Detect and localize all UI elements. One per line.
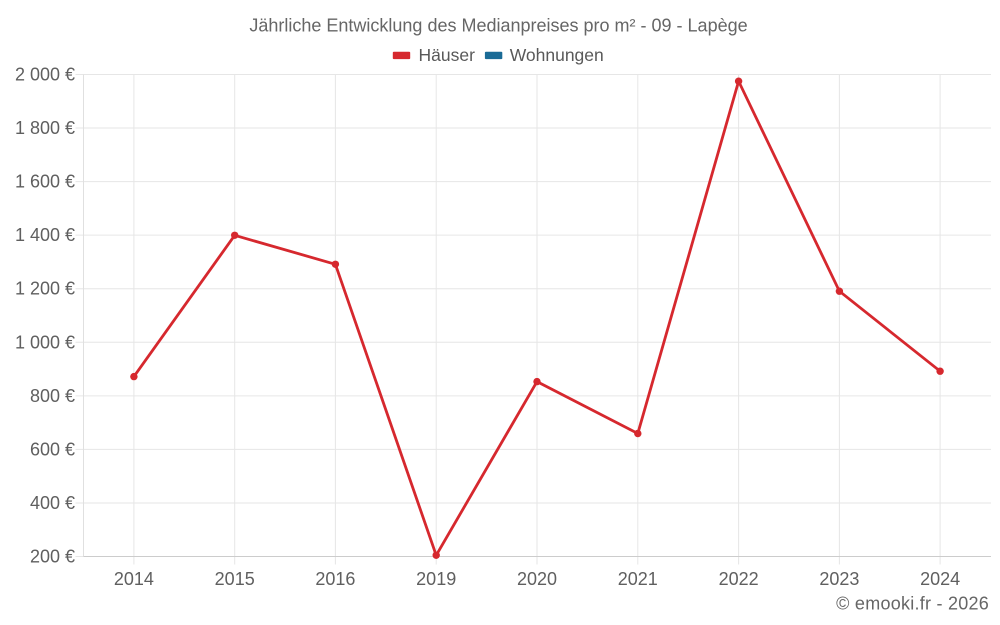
svg-text:1 600 €: 1 600 € bbox=[15, 172, 75, 192]
svg-text:2 000 €: 2 000 € bbox=[15, 65, 75, 85]
svg-text:1 800 €: 1 800 € bbox=[15, 118, 75, 138]
svg-text:2014: 2014 bbox=[114, 569, 154, 589]
svg-text:2019: 2019 bbox=[416, 569, 456, 589]
svg-text:1 200 €: 1 200 € bbox=[15, 279, 75, 299]
svg-text:2015: 2015 bbox=[215, 569, 255, 589]
svg-text:2023: 2023 bbox=[819, 569, 859, 589]
svg-text:2020: 2020 bbox=[517, 569, 557, 589]
svg-text:© emooki.fr - 2026: © emooki.fr - 2026 bbox=[836, 594, 989, 614]
svg-text:2022: 2022 bbox=[719, 569, 759, 589]
svg-text:2024: 2024 bbox=[920, 569, 960, 589]
svg-text:Jährliche Entwicklung des Medi: Jährliche Entwicklung des Medianpreises … bbox=[249, 16, 747, 36]
svg-text:1 400 €: 1 400 € bbox=[15, 225, 75, 245]
svg-text:600 €: 600 € bbox=[30, 439, 75, 459]
svg-text:800 €: 800 € bbox=[30, 386, 75, 406]
svg-text:400 €: 400 € bbox=[30, 493, 75, 513]
svg-text:Häuser: Häuser bbox=[419, 45, 476, 65]
svg-text:200 €: 200 € bbox=[30, 547, 75, 567]
svg-text:1 000 €: 1 000 € bbox=[15, 332, 75, 352]
svg-text:2021: 2021 bbox=[618, 569, 658, 589]
svg-text:Wohnungen: Wohnungen bbox=[510, 45, 604, 65]
svg-text:2016: 2016 bbox=[315, 569, 355, 589]
